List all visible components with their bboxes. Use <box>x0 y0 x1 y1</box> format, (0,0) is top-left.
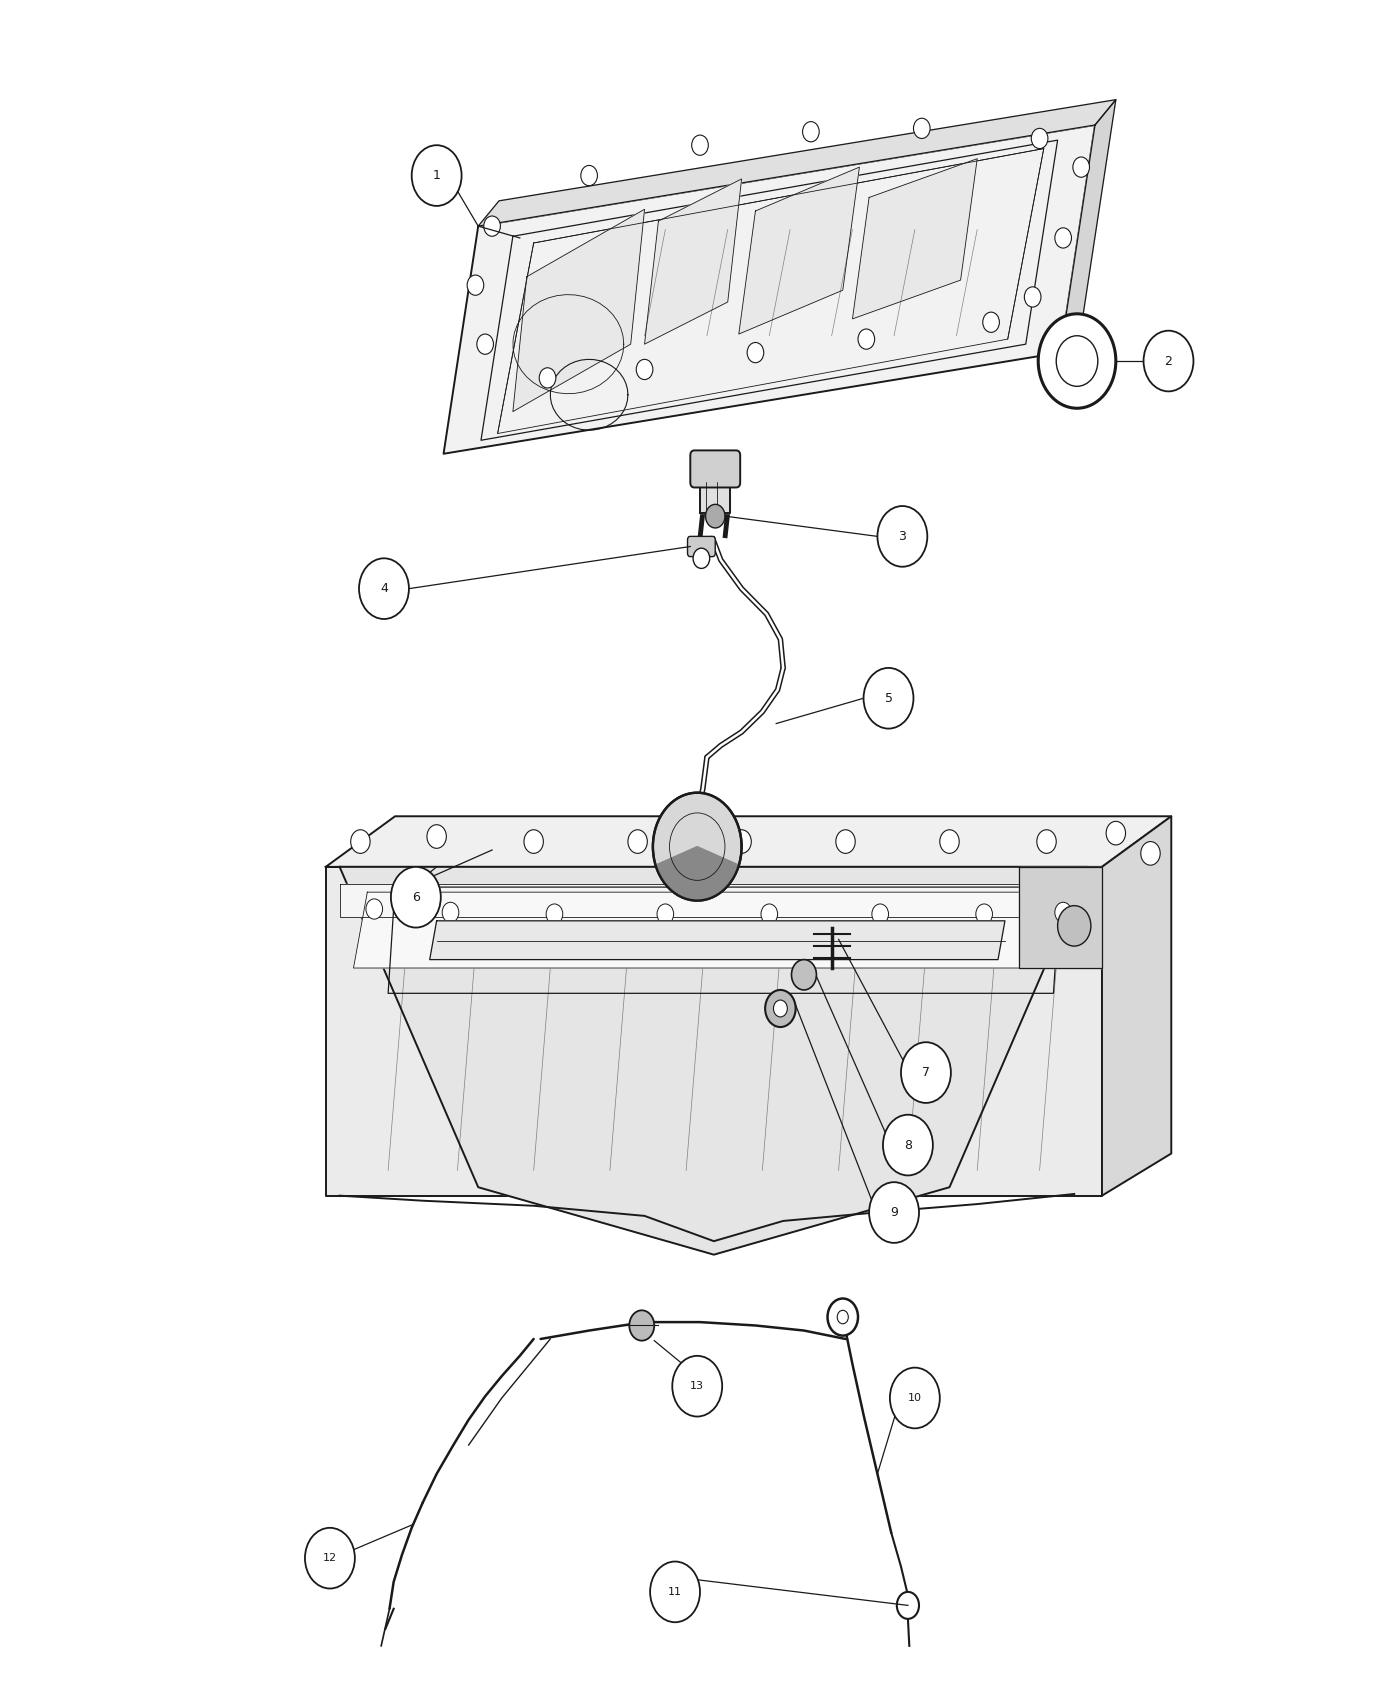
Text: 1: 1 <box>433 168 441 182</box>
Circle shape <box>890 1367 939 1428</box>
Circle shape <box>732 830 752 853</box>
Circle shape <box>883 1115 932 1175</box>
Circle shape <box>913 119 930 138</box>
Circle shape <box>902 1042 951 1103</box>
Circle shape <box>629 830 647 853</box>
Polygon shape <box>853 158 977 320</box>
Circle shape <box>630 1311 654 1341</box>
Circle shape <box>1144 332 1193 391</box>
Circle shape <box>1025 287 1042 308</box>
Circle shape <box>897 1591 918 1618</box>
Circle shape <box>650 1562 700 1622</box>
Polygon shape <box>1102 816 1172 1195</box>
Text: 6: 6 <box>412 891 420 904</box>
Circle shape <box>762 904 777 925</box>
Polygon shape <box>739 167 860 333</box>
Circle shape <box>546 904 563 925</box>
Polygon shape <box>644 178 742 343</box>
Circle shape <box>636 359 652 379</box>
Circle shape <box>858 330 875 348</box>
Circle shape <box>351 830 370 853</box>
Circle shape <box>1039 314 1116 408</box>
Circle shape <box>692 134 708 155</box>
Text: 12: 12 <box>323 1554 337 1564</box>
Circle shape <box>652 792 742 901</box>
Text: 7: 7 <box>923 1066 930 1080</box>
Circle shape <box>581 165 598 185</box>
Circle shape <box>693 547 710 568</box>
Circle shape <box>305 1528 354 1588</box>
Circle shape <box>657 904 673 925</box>
Circle shape <box>365 899 382 920</box>
Circle shape <box>484 216 500 236</box>
Circle shape <box>802 122 819 141</box>
Text: 9: 9 <box>890 1205 897 1219</box>
Text: 5: 5 <box>885 692 893 706</box>
Circle shape <box>706 505 725 529</box>
Circle shape <box>827 1299 858 1336</box>
FancyBboxPatch shape <box>690 450 741 488</box>
Circle shape <box>524 830 543 853</box>
Polygon shape <box>430 921 1005 959</box>
Polygon shape <box>326 816 1172 867</box>
Circle shape <box>1106 821 1126 845</box>
Text: 4: 4 <box>379 581 388 595</box>
Circle shape <box>836 830 855 853</box>
Polygon shape <box>700 479 731 513</box>
Polygon shape <box>444 126 1095 454</box>
Circle shape <box>1032 128 1049 148</box>
Circle shape <box>358 558 409 619</box>
Polygon shape <box>340 867 1088 1255</box>
Circle shape <box>1057 906 1091 947</box>
Circle shape <box>1141 842 1161 865</box>
Circle shape <box>748 342 764 362</box>
Circle shape <box>837 1311 848 1324</box>
Polygon shape <box>340 884 1088 918</box>
Circle shape <box>442 903 459 923</box>
Circle shape <box>1072 156 1089 177</box>
Circle shape <box>983 313 1000 333</box>
Polygon shape <box>1060 100 1116 352</box>
Text: 13: 13 <box>690 1380 704 1391</box>
Circle shape <box>766 989 795 1027</box>
Circle shape <box>864 668 913 729</box>
Circle shape <box>976 904 993 925</box>
Circle shape <box>412 144 462 206</box>
Circle shape <box>672 1357 722 1416</box>
Circle shape <box>1054 228 1071 248</box>
Circle shape <box>391 867 441 928</box>
Wedge shape <box>655 847 739 901</box>
Circle shape <box>477 333 493 354</box>
Polygon shape <box>326 867 1102 1195</box>
Circle shape <box>939 830 959 853</box>
Polygon shape <box>353 892 1074 967</box>
Circle shape <box>872 904 889 925</box>
Circle shape <box>773 1000 787 1017</box>
Text: 11: 11 <box>668 1586 682 1596</box>
Text: 3: 3 <box>899 530 906 542</box>
Text: 8: 8 <box>904 1139 911 1151</box>
Circle shape <box>878 507 927 566</box>
Polygon shape <box>512 209 644 411</box>
Circle shape <box>869 1182 918 1243</box>
Circle shape <box>791 959 816 989</box>
Circle shape <box>468 275 484 296</box>
Polygon shape <box>479 100 1116 226</box>
Text: 2: 2 <box>1165 355 1172 367</box>
Polygon shape <box>1019 867 1102 967</box>
Circle shape <box>427 824 447 848</box>
FancyBboxPatch shape <box>687 537 715 556</box>
Circle shape <box>1037 830 1056 853</box>
Circle shape <box>1056 335 1098 386</box>
Text: 10: 10 <box>907 1392 921 1402</box>
Circle shape <box>539 367 556 388</box>
Circle shape <box>1054 903 1071 923</box>
